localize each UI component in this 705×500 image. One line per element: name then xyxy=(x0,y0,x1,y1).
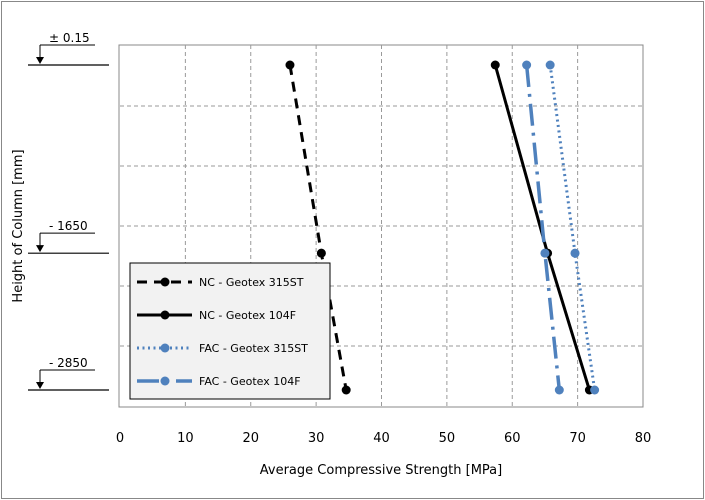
level-arrow-icon xyxy=(36,245,44,253)
legend-marker xyxy=(160,277,170,287)
data-point xyxy=(545,60,555,70)
series-line xyxy=(524,64,562,391)
data-point xyxy=(316,248,326,258)
data-series xyxy=(285,60,600,395)
x-tick-label: 80 xyxy=(635,431,652,446)
series-line xyxy=(548,64,597,391)
x-tick-label: 70 xyxy=(569,431,586,446)
legend-entry: NC - Geotex 104F xyxy=(137,309,296,322)
level-label: - 2850 xyxy=(49,356,88,370)
legend-marker xyxy=(160,376,170,386)
height-level-marker: - 1650 xyxy=(28,219,109,254)
x-tick-label: 50 xyxy=(439,431,456,446)
level-label: ± 0.15 xyxy=(49,31,90,45)
data-point xyxy=(570,248,580,258)
x-tick-label: 10 xyxy=(177,431,194,446)
series-nc-geotex-315st xyxy=(285,60,351,395)
data-point xyxy=(540,248,550,258)
x-axis-title: Average Compressive Strength [MPa] xyxy=(260,463,502,478)
x-tick-label: 0 xyxy=(116,431,124,446)
data-point xyxy=(554,385,564,395)
series-fac-geotex-104f xyxy=(522,60,564,395)
data-point xyxy=(590,385,600,395)
legend-label: NC - Geotex 104F xyxy=(199,309,296,322)
x-tick-label: 40 xyxy=(373,431,390,446)
legend-label: NC - Geotex 315ST xyxy=(199,276,304,289)
data-point xyxy=(285,60,295,70)
data-point xyxy=(341,385,351,395)
x-tick-labels: 0 10 20 30 40 50 60 70 80 xyxy=(116,431,651,446)
legend-marker xyxy=(160,343,170,353)
legend-entry: FAC - Geotex 315ST xyxy=(137,342,308,355)
legend-entry: FAC - Geotex 104F xyxy=(137,375,301,388)
y-axis-title: Height of Column [mm] xyxy=(11,149,26,302)
x-tick-label: 60 xyxy=(504,431,521,446)
legend-label: FAC - Geotex 315ST xyxy=(199,342,308,355)
legend-marker xyxy=(160,310,170,320)
level-arrow-icon xyxy=(36,382,44,389)
height-level-markers: ± 0.15 - 1650 - 2850 xyxy=(28,31,109,391)
level-arrow-icon xyxy=(36,57,44,64)
height-level-marker: ± 0.15 xyxy=(28,31,109,66)
height-level-marker: - 2850 xyxy=(28,356,109,391)
level-label: - 1650 xyxy=(49,219,88,233)
legend: NC - Geotex 315ST NC - Geotex 104F FAC - G… xyxy=(129,262,331,400)
series-fac-geotex-315st xyxy=(545,60,600,395)
x-tick-label: 20 xyxy=(242,431,259,446)
data-point xyxy=(522,60,532,70)
data-point xyxy=(490,60,500,70)
legend-label: FAC - Geotex 104F xyxy=(199,375,301,388)
x-tick-label: 30 xyxy=(308,431,325,446)
legend-entry: NC - Geotex 315ST xyxy=(137,276,304,289)
